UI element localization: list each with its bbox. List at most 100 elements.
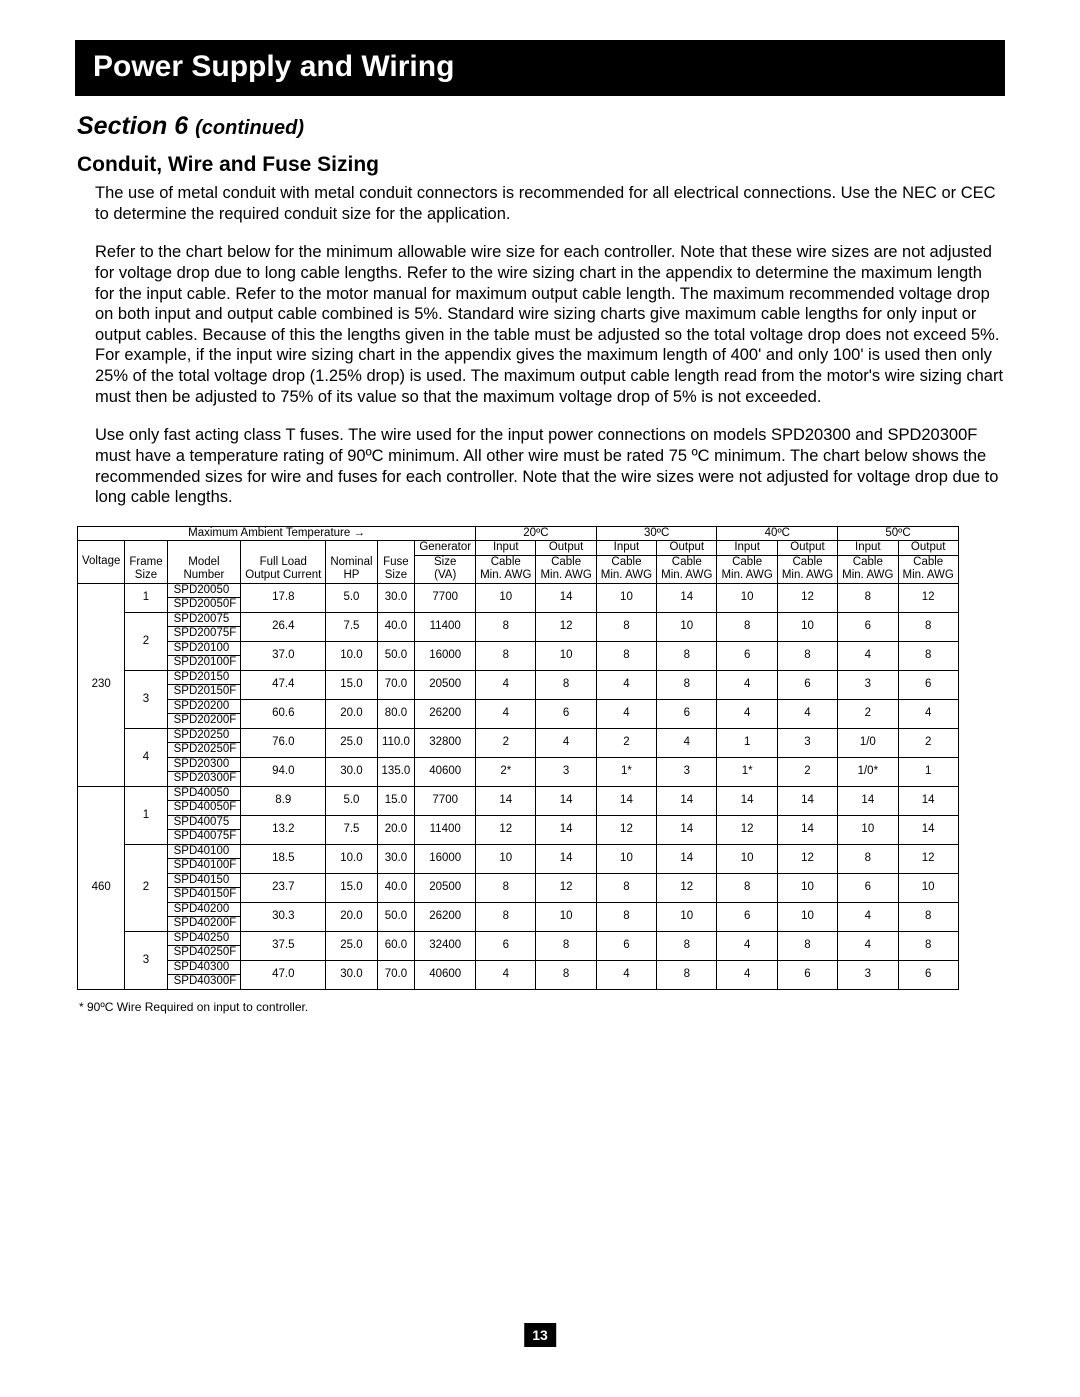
fuse-cell: 15.0 (377, 786, 415, 815)
gen-cell: 11400 (415, 612, 476, 641)
table-row: 2SPD2007526.47.540.01140081281081068 (78, 612, 959, 627)
awg-cell: 8 (838, 844, 898, 873)
gen-cell: 16000 (415, 641, 476, 670)
awg-cell: 2 (476, 728, 536, 757)
gen-cell: 40600 (415, 960, 476, 989)
awg-cell: 14 (657, 786, 717, 815)
col-fuse-sub: Size (377, 569, 415, 583)
model-cell: SPD20075 (167, 612, 241, 627)
col-input: Input (838, 541, 898, 556)
model-cell: SPD20050F (167, 598, 241, 613)
model-cell: SPD20100 (167, 641, 241, 656)
col-model: Model (167, 555, 241, 569)
gen-cell: 26200 (415, 902, 476, 931)
awg-cell: 4 (717, 670, 777, 699)
load-cell: 47.0 (241, 960, 326, 989)
load-cell: 30.3 (241, 902, 326, 931)
temp-header: 50ºC (838, 526, 959, 541)
awg-cell: 14 (838, 786, 898, 815)
col-gen: Generator (415, 541, 476, 556)
table-footnote: * 90ºC Wire Required on input to control… (79, 1000, 1005, 1014)
max-ambient-label: Maximum Ambient Temperature → (78, 526, 476, 541)
awg-cell: 2* (476, 757, 536, 786)
hp-cell: 15.0 (326, 670, 377, 699)
awg-cell: 3 (657, 757, 717, 786)
awg-cell: 14 (536, 815, 596, 844)
awg-cell: 10 (536, 902, 596, 931)
spacer (241, 541, 326, 556)
gen-cell: 40600 (415, 757, 476, 786)
col-output: Output (536, 541, 596, 556)
table-row: 4601SPD400508.95.015.0770014141414141414… (78, 786, 959, 801)
awg-cell: 3 (777, 728, 837, 757)
awg-cell: 4 (596, 670, 656, 699)
gen-cell: 26200 (415, 699, 476, 728)
col-load: Full Load (241, 555, 326, 569)
hp-cell: 7.5 (326, 612, 377, 641)
awg-cell: 4 (777, 699, 837, 728)
awg-cell: 8 (536, 960, 596, 989)
awg-cell: 8 (657, 670, 717, 699)
awg-cell: 12 (596, 815, 656, 844)
fuse-cell: 110.0 (377, 728, 415, 757)
load-cell: 60.6 (241, 699, 326, 728)
col-input-sub: Cable (596, 555, 656, 569)
awg-cell: 8 (476, 612, 536, 641)
awg-cell: 14 (596, 786, 656, 815)
awg-cell: 10 (657, 902, 717, 931)
gen-cell: 20500 (415, 873, 476, 902)
table-row: 2301SPD2005017.85.030.077001014101410128… (78, 583, 959, 598)
hp-cell: 20.0 (326, 902, 377, 931)
model-cell: SPD20050 (167, 583, 241, 598)
col-hp: Nominal (326, 555, 377, 569)
awg-cell: 1/0* (838, 757, 898, 786)
table-row: 4SPD2025076.025.0110.0328002424131/02 (78, 728, 959, 743)
col-input-sub: Cable (717, 555, 777, 569)
awg-cell: 4 (898, 699, 958, 728)
awg-cell: 14 (536, 844, 596, 873)
model-cell: SPD40200F (167, 917, 241, 932)
awg-cell: 1* (717, 757, 777, 786)
awg-cell: 12 (657, 873, 717, 902)
awg-cell: 2 (898, 728, 958, 757)
awg-cell: 14 (898, 786, 958, 815)
model-cell: SPD40050 (167, 786, 241, 801)
col-frame: Frame (125, 555, 167, 569)
awg-cell: 14 (777, 786, 837, 815)
awg-cell: 4 (657, 728, 717, 757)
load-cell: 47.4 (241, 670, 326, 699)
awg-cell: 6 (657, 699, 717, 728)
gen-cell: 7700 (415, 786, 476, 815)
section-heading: Section 6 (continued) (75, 112, 1005, 141)
load-cell: 76.0 (241, 728, 326, 757)
awg-cell: 8 (596, 902, 656, 931)
fuse-cell: 40.0 (377, 612, 415, 641)
col-output: Output (898, 541, 958, 556)
spacer (125, 541, 167, 556)
awg-cell: 4 (717, 931, 777, 960)
model-cell: SPD40200 (167, 902, 241, 917)
awg-cell: 3 (838, 670, 898, 699)
model-cell: SPD40075 (167, 815, 241, 830)
awg-cell: 6 (777, 670, 837, 699)
fuse-cell: 80.0 (377, 699, 415, 728)
hp-cell: 25.0 (326, 931, 377, 960)
col-output-unit: Min. AWG (898, 569, 958, 583)
awg-cell: 4 (476, 699, 536, 728)
awg-cell: 8 (898, 931, 958, 960)
frame-cell: 2 (125, 844, 167, 931)
col-model-sub: Number (167, 569, 241, 583)
gen-cell: 11400 (415, 815, 476, 844)
hp-cell: 10.0 (326, 844, 377, 873)
gen-cell: 32800 (415, 728, 476, 757)
awg-cell: 4 (476, 960, 536, 989)
awg-cell: 8 (717, 873, 777, 902)
awg-cell: 10 (717, 844, 777, 873)
awg-cell: 8 (838, 583, 898, 612)
sizing-table-container: Maximum Ambient Temperature →20ºC30ºC40º… (77, 526, 1005, 990)
col-gen-sub: Size (415, 555, 476, 569)
awg-cell: 8 (777, 641, 837, 670)
fuse-cell: 50.0 (377, 902, 415, 931)
awg-cell: 4 (717, 960, 777, 989)
fuse-cell: 60.0 (377, 931, 415, 960)
